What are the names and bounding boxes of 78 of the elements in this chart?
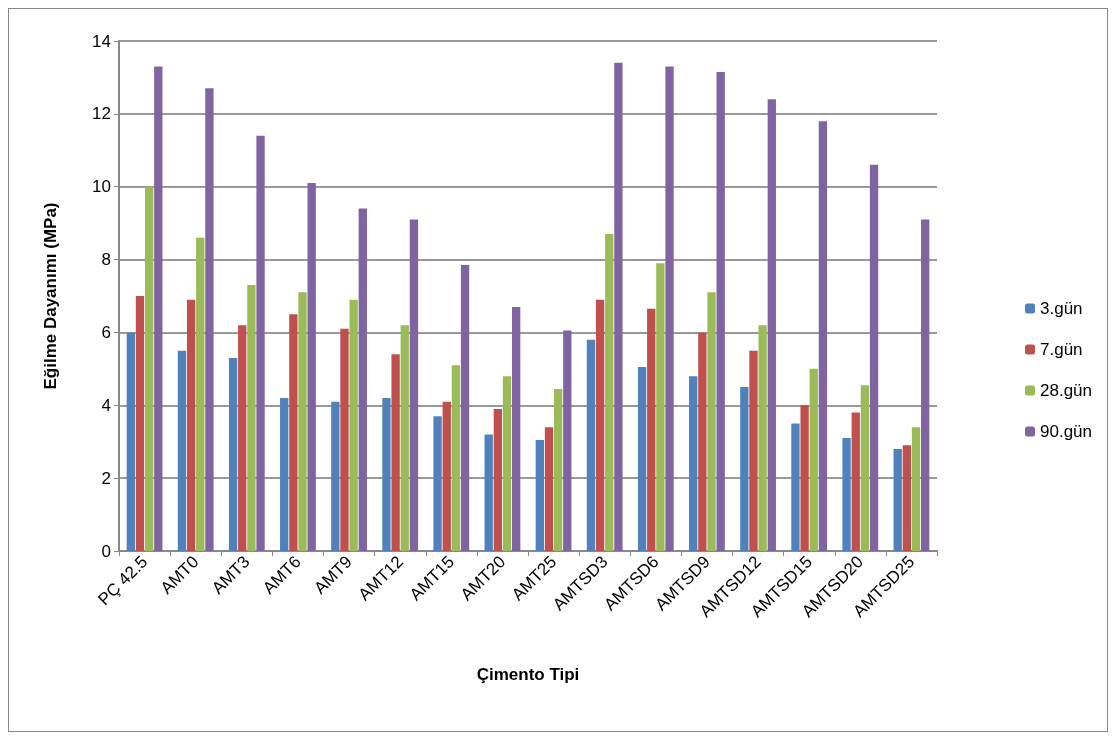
y-tick-label: 8 [101, 250, 111, 270]
bar [144, 186, 154, 551]
bar [842, 438, 851, 551]
bar [791, 423, 800, 551]
bar [614, 62, 623, 551]
bar [656, 263, 665, 551]
bar [228, 357, 238, 551]
bar [484, 434, 493, 551]
y-tick-label: 14 [92, 31, 111, 51]
bar [758, 325, 767, 551]
bar [716, 71, 725, 551]
bar [921, 219, 930, 551]
bar [595, 299, 605, 551]
bar [433, 416, 442, 551]
bar [647, 308, 656, 551]
bar [749, 350, 758, 551]
bar [331, 401, 340, 551]
bar [689, 376, 698, 551]
y-tick-label: 4 [101, 395, 111, 415]
bar [637, 367, 647, 551]
legend-label: 3.gün [1040, 299, 1083, 318]
legend-label: 7.gün [1040, 340, 1083, 359]
bar [902, 445, 912, 551]
legend-label: 90.gün [1040, 422, 1092, 441]
bar [851, 412, 860, 551]
bar [126, 332, 135, 551]
bar [911, 427, 921, 551]
bar [800, 405, 809, 551]
bar [860, 385, 870, 551]
bar [400, 325, 409, 551]
bar [391, 354, 400, 551]
y-tick-label: 0 [101, 541, 111, 561]
bar [502, 376, 512, 551]
bar [442, 401, 451, 551]
bar [586, 339, 596, 551]
y-tick-label: 6 [101, 322, 111, 342]
bar [154, 66, 163, 551]
bar [535, 439, 544, 551]
bar [809, 368, 818, 551]
bar [767, 99, 776, 551]
bar [247, 285, 256, 551]
bar [135, 296, 145, 551]
bar [818, 121, 828, 551]
bar [869, 164, 879, 551]
bar [553, 388, 563, 551]
bar [177, 350, 187, 551]
y-tick-label: 12 [92, 104, 111, 124]
bar [349, 299, 358, 551]
bar [238, 325, 247, 551]
bar [740, 387, 749, 551]
bar [605, 234, 614, 551]
bar [280, 398, 289, 551]
bar [340, 328, 349, 551]
bar [358, 208, 367, 551]
bar [298, 292, 307, 551]
y-tick-label: 10 [92, 177, 111, 197]
bar [196, 237, 205, 551]
bar [307, 183, 316, 551]
bar [256, 135, 265, 551]
legend-label: 28.gün [1040, 381, 1092, 400]
bar [493, 408, 503, 551]
x-axis-title: Çimento Tipi [476, 665, 580, 684]
bar [563, 330, 572, 551]
y-tick-label: 2 [101, 468, 111, 488]
bar [289, 314, 298, 551]
bar [707, 292, 716, 551]
bar [698, 332, 707, 551]
bar [186, 299, 196, 551]
bar [451, 365, 461, 551]
y-axis-title: Eğilme Dayanımı (MPa) [41, 202, 60, 390]
bar [893, 449, 902, 551]
bar [460, 265, 470, 551]
bar [512, 306, 521, 551]
bar [205, 88, 214, 551]
bar [382, 398, 391, 551]
bar [665, 66, 674, 551]
bar [409, 219, 419, 551]
bar [544, 427, 554, 551]
